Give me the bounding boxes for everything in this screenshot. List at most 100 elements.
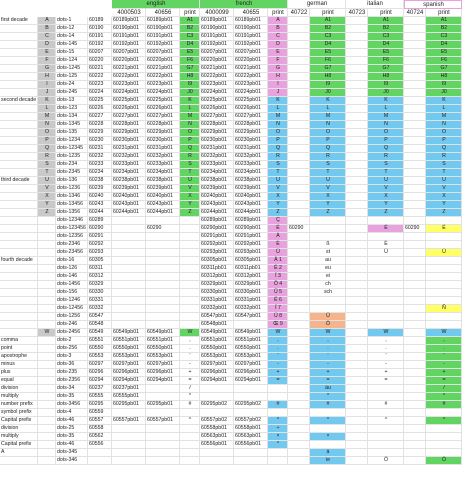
cell (346, 193, 368, 201)
cell: 60296pb01 (234, 369, 268, 377)
cell: 60189pb01 (200, 17, 234, 25)
cell (180, 289, 200, 297)
cell: 60233pb01 (234, 161, 268, 169)
cell: X (426, 193, 462, 201)
cell (368, 289, 404, 297)
row-label (0, 49, 38, 57)
cell (288, 233, 310, 241)
cell (112, 457, 146, 465)
cell: 60190pb01 (200, 25, 234, 33)
cell: Î 3 (268, 273, 288, 281)
cell: C (38, 33, 56, 41)
cell: W (368, 329, 404, 337)
cell (288, 433, 310, 441)
cell (404, 289, 426, 297)
cell: 60230pb01 (146, 137, 180, 145)
cell (346, 321, 368, 329)
cell (288, 177, 310, 185)
cell: 60234 (88, 169, 112, 177)
cell: äu (310, 385, 346, 393)
cell: R (268, 153, 288, 161)
cell: 60295pb01 (112, 401, 146, 409)
cell (180, 281, 200, 289)
cell (38, 337, 56, 345)
cell: 60189pb01 (146, 17, 180, 25)
cell: X (38, 193, 56, 201)
row-label (0, 57, 38, 65)
cell: 60549pb01 (146, 329, 180, 337)
cell (88, 457, 112, 465)
cell (404, 241, 426, 249)
cell: Y (426, 201, 462, 209)
cell: 60224 (88, 89, 112, 97)
cell (234, 409, 268, 417)
cell: V (426, 185, 462, 193)
cell: 60231pb01 (234, 145, 268, 153)
cell: 60550pb01 (112, 345, 146, 353)
row-label: multiply (0, 393, 38, 401)
cell (310, 409, 346, 417)
cell: Ö (368, 457, 404, 465)
cell: S (38, 161, 56, 169)
code-header: 40655 (234, 9, 268, 17)
cell (368, 257, 404, 265)
cell (404, 329, 426, 337)
row-label: Capital prefix (0, 417, 38, 425)
cell (426, 265, 462, 273)
cell: U (310, 177, 346, 185)
cell (310, 297, 346, 305)
cell (146, 233, 180, 241)
cell: K (310, 97, 346, 105)
cell: = (268, 377, 288, 385)
cell: ch (310, 281, 346, 289)
row-label (0, 313, 38, 321)
cell: - (180, 361, 200, 369)
cell: 60294pb01 (200, 377, 234, 385)
cell (346, 377, 368, 385)
cell: C (268, 33, 288, 41)
cell: + (180, 369, 200, 377)
cell: 60240pb01 (234, 193, 268, 201)
cell: ^ (310, 417, 346, 425)
cell (346, 145, 368, 153)
cell: Ö (426, 457, 462, 465)
language-header: german (288, 0, 346, 9)
cell (200, 385, 234, 393)
cell (368, 273, 404, 281)
cell: 60229pb01 (234, 129, 268, 137)
cell: P (368, 137, 404, 145)
cell (180, 233, 200, 241)
cell (288, 457, 310, 465)
cell: U (180, 177, 200, 185)
cell (368, 281, 404, 289)
cell: K (38, 97, 56, 105)
cell: dots-46 (56, 417, 88, 425)
cell: dots-2345 (56, 169, 88, 177)
cell: dots-1 (56, 17, 88, 25)
cell (426, 241, 462, 249)
cell: ä (310, 449, 346, 457)
cell: 60558pb01 (200, 425, 234, 433)
cell (288, 145, 310, 153)
row-label (0, 297, 38, 305)
cell: dots-34 (56, 385, 88, 393)
cell: M (368, 113, 404, 121)
cell (346, 217, 368, 225)
cell (38, 345, 56, 353)
row-label (0, 281, 38, 289)
cell: 60191pb01 (234, 33, 268, 41)
cell: 60229pb01 (200, 129, 234, 137)
row-label (0, 89, 38, 97)
row-label (0, 153, 38, 161)
cell (288, 97, 310, 105)
cell (426, 233, 462, 241)
cell (404, 297, 426, 305)
cell (404, 377, 426, 385)
cell: H8 (426, 73, 462, 81)
cell: S (268, 161, 288, 169)
row-label (0, 105, 38, 113)
cell (346, 97, 368, 105)
cell (346, 329, 368, 337)
cell: 60234pb01 (234, 169, 268, 177)
